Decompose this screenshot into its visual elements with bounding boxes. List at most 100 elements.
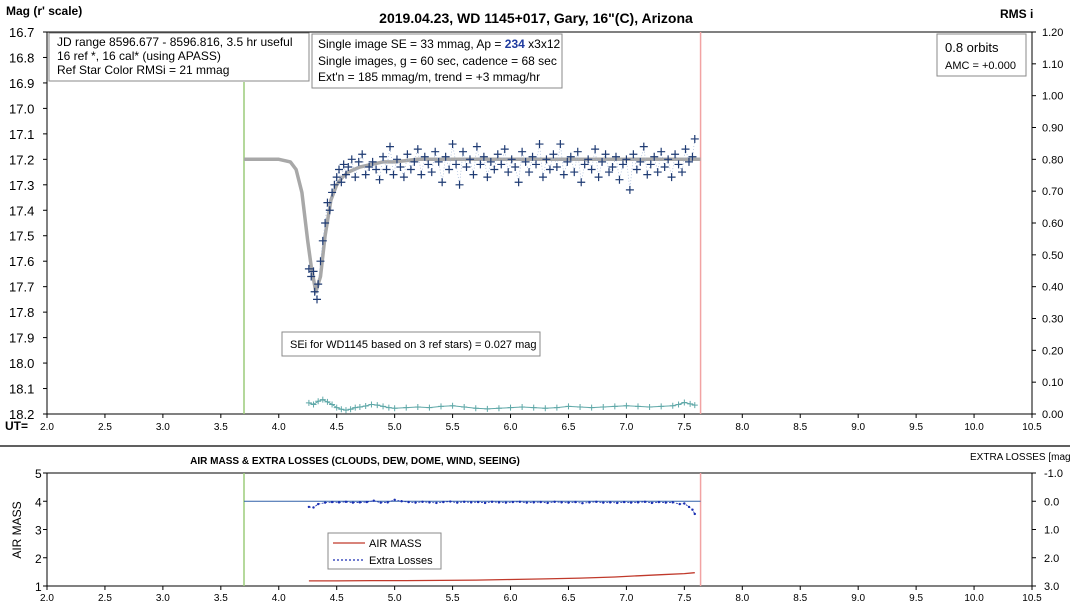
- extra-losses-point: [323, 501, 327, 504]
- top-y-tick-label: 17.4: [9, 203, 34, 218]
- extra-losses-point: [532, 501, 535, 504]
- rms-point: [347, 406, 354, 413]
- magnitude-point: [538, 173, 547, 182]
- extra-losses-point: [581, 502, 584, 505]
- bottom-y-tick-label: 1: [35, 580, 42, 594]
- bottom-x-tick-label: 5.0: [388, 593, 402, 604]
- rms-point: [530, 404, 537, 411]
- top-y2-axis-label: RMS i: [1000, 7, 1033, 21]
- magnitude-point: [615, 175, 624, 184]
- rms-point: [305, 399, 312, 406]
- bottom-time-markers: [243, 473, 702, 586]
- extra-losses-point: [421, 500, 424, 504]
- magnitude-point: [671, 150, 680, 159]
- extra-losses-point: [379, 501, 382, 504]
- rms-point: [426, 404, 433, 411]
- extra-losses-point: [629, 501, 633, 504]
- magnitude-point: [580, 160, 589, 169]
- rms-series: [305, 396, 698, 414]
- rms-point: [588, 404, 595, 411]
- airmass-line: [308, 572, 695, 582]
- magnitude-point: [459, 147, 468, 156]
- extra-losses-point: [428, 501, 431, 504]
- extra-losses-point: [588, 501, 591, 504]
- top-x-tick-label: 4.0: [272, 422, 286, 433]
- extra-losses-point: [678, 502, 681, 506]
- bottom-x-tick-label: 2.5: [98, 593, 112, 604]
- extra-losses-point: [386, 501, 389, 504]
- extra-losses-point: [643, 500, 647, 504]
- magnitude-point: [455, 180, 464, 189]
- top-y2-tick-label: 0.20: [1042, 345, 1063, 357]
- top-x-tick-label: 7.0: [619, 422, 633, 433]
- extra-losses-point: [435, 501, 438, 505]
- magnitude-point: [608, 162, 617, 171]
- magnitude-point: [542, 155, 551, 164]
- bottom-y-tick-label: 4: [35, 495, 42, 509]
- rms-point: [553, 404, 560, 411]
- magnitude-point: [504, 168, 513, 177]
- info-left-line-2: 16 ref *, 16 cal* (using APASS): [57, 49, 221, 63]
- extra-losses-point: [316, 502, 320, 506]
- magnitude-point: [434, 157, 443, 166]
- extra-losses-point: [483, 501, 487, 505]
- top-y2-tick-label: 0.90: [1042, 123, 1063, 135]
- extra-losses-point: [622, 500, 626, 504]
- magnitude-point: [339, 160, 348, 169]
- magnitude-point: [304, 264, 313, 273]
- info-box-middle: Single image SE = 33 mmag, Ap = 234 x3x1…: [311, 33, 563, 89]
- top-y-tick-label: 16.9: [9, 76, 34, 91]
- magnitude-point: [344, 162, 353, 171]
- rms-point: [362, 403, 369, 410]
- magnitude-point: [660, 162, 669, 171]
- magnitude-point: [518, 147, 527, 156]
- rms-point: [315, 398, 322, 405]
- rms-point: [333, 404, 340, 411]
- magnitude-series: [304, 134, 699, 304]
- legend-airmass-label: AIR MASS: [369, 538, 422, 550]
- top-y-tick-label: 16.8: [9, 50, 34, 65]
- rms-point: [356, 403, 363, 410]
- magnitude-point: [358, 150, 367, 159]
- top-chart-title: 2019.04.23, WD 1145+017, Gary, 16"(C), A…: [379, 10, 693, 26]
- magnitude-point: [332, 173, 341, 182]
- magnitude-point: [507, 155, 516, 164]
- top-x-tick-label: 8.0: [735, 422, 749, 433]
- extra-losses-point: [407, 500, 410, 504]
- magnitude-point: [309, 267, 318, 276]
- rms-point: [600, 403, 607, 410]
- magnitude-point: [549, 150, 558, 159]
- bottom-x-tick-label: 6.5: [562, 593, 576, 604]
- magnitude-point: [476, 160, 485, 169]
- extra-losses-point: [462, 500, 466, 504]
- bottom-x-tick-label: 7.0: [619, 593, 633, 604]
- extra-losses-point: [511, 500, 515, 504]
- extra-losses-point: [657, 500, 661, 504]
- magnitude-point: [625, 185, 634, 194]
- top-y2-tick-label: 0.00: [1042, 409, 1063, 421]
- extra-losses-point: [525, 501, 528, 504]
- top-y2-tick-label: 0.80: [1042, 154, 1063, 166]
- top-y-tick-label: 17.7: [9, 280, 34, 295]
- bottom-chart-title: AIR MASS & EXTRA LOSSES (CLOUDS, DEW, DO…: [190, 456, 520, 467]
- rms-point: [658, 403, 665, 410]
- magnitude-point: [341, 170, 350, 179]
- magnitude-point: [535, 140, 544, 149]
- info-mid-line-3: Ext'n = 185 mmag/m, trend = +3 mmag/hr: [318, 70, 540, 84]
- extra-losses-point: [497, 501, 501, 504]
- magnitude-point: [643, 170, 652, 179]
- rms-point: [414, 403, 421, 410]
- extra-losses-point: [337, 501, 341, 504]
- bottom-x-tick-label: 3.0: [156, 593, 170, 604]
- aperture-value: 234: [505, 37, 525, 51]
- info-mid-line-1-post: x3x12: [525, 37, 561, 51]
- bottom-x-tick-label: 4.0: [272, 593, 286, 604]
- magnitude-point: [657, 147, 666, 156]
- top-y-tick-label: 17.0: [9, 101, 34, 116]
- rms-point: [495, 405, 502, 412]
- magnitude-point: [563, 157, 572, 166]
- extra-losses-point: [615, 501, 619, 505]
- bottom-series: [244, 498, 701, 582]
- top-y-axis-label: Mag (r' scale): [6, 4, 82, 18]
